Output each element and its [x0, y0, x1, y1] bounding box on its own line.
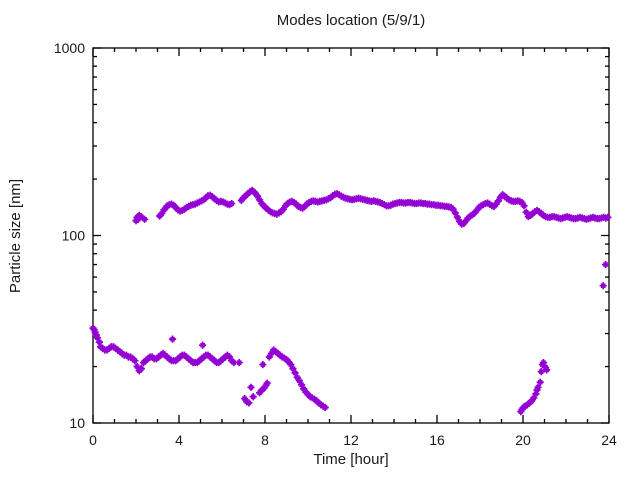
point-marker-core: [519, 200, 525, 205]
point-marker-core: [92, 329, 98, 335]
point-marker-core: [91, 327, 97, 332]
x-tick-label: 0: [89, 432, 97, 448]
point-marker-core: [97, 339, 102, 345]
point-marker-core: [248, 385, 254, 390]
point-marker-core: [93, 332, 99, 338]
point-marker-core: [533, 391, 539, 397]
point-marker-core: [278, 209, 284, 214]
x-tick-label: 8: [261, 432, 269, 448]
point-marker-core: [95, 335, 100, 341]
point-marker-core: [173, 205, 179, 210]
point-marker-core: [170, 336, 175, 342]
point-marker-core: [537, 379, 543, 385]
point-marker-core: [267, 354, 272, 360]
point-marker-core: [603, 262, 608, 267]
point-marker-core: [161, 207, 167, 213]
point-marker-core: [264, 380, 270, 386]
point-marker-core: [301, 386, 306, 392]
point-marker-core: [157, 213, 162, 219]
point-marker-core: [139, 214, 144, 219]
point-marker-core: [455, 215, 460, 220]
data-points: [89, 186, 612, 416]
point-marker-core: [495, 198, 501, 204]
chart-title: Modes location (5/9/1): [276, 12, 426, 29]
x-tick-label: 24: [601, 432, 617, 448]
point-marker-core: [231, 360, 237, 365]
point-marker-core: [260, 362, 266, 367]
x-tick-label: 12: [343, 432, 359, 448]
point-marker-core: [135, 217, 141, 222]
point-marker-core: [529, 398, 534, 404]
point-marker-core: [139, 366, 144, 371]
point-marker-core: [299, 382, 304, 388]
point-marker-core: [239, 198, 244, 203]
point-marker-core: [498, 194, 503, 200]
series-aitken-mode-evening: [517, 358, 551, 416]
point-marker-core: [288, 362, 294, 367]
point-marker-core: [257, 197, 262, 203]
point-marker-core: [523, 209, 529, 215]
point-marker-core: [450, 206, 456, 212]
point-marker-core: [452, 210, 458, 216]
point-marker-core: [457, 219, 462, 224]
point-marker-core: [474, 208, 480, 213]
point-marker-core: [200, 342, 205, 348]
point-marker-core: [493, 201, 499, 207]
plot-border: [92, 47, 610, 424]
point-marker-core: [257, 390, 262, 396]
series-aitken-mode-morning: [89, 324, 329, 412]
point-marker-core: [544, 367, 549, 373]
point-marker-core: [253, 190, 258, 196]
point-marker-core: [132, 358, 138, 363]
point-marker-core: [605, 215, 611, 220]
point-marker-core: [246, 400, 252, 406]
point-marker-core: [297, 378, 302, 384]
point-marker-core: [541, 360, 546, 365]
point-marker-core: [286, 359, 291, 365]
point-marker-core: [543, 365, 548, 370]
x-tick-label: 16: [429, 432, 445, 448]
point-marker-core: [250, 394, 256, 400]
point-marker-core: [521, 203, 527, 209]
tick-labels: 0 4 8 12 16 20 24 10 100 1000: [54, 40, 617, 448]
point-marker-core: [294, 375, 300, 380]
point-marker-core: [242, 396, 247, 401]
axis-ticks: [92, 47, 610, 424]
point-marker-core: [322, 405, 328, 410]
point-marker-core: [134, 364, 140, 369]
x-tick-label: 4: [175, 432, 183, 448]
point-marker-core: [535, 385, 541, 390]
point-marker-core: [236, 360, 242, 365]
point-marker-core: [280, 206, 286, 212]
point-marker-core: [229, 201, 234, 206]
point-marker-core: [534, 387, 540, 393]
point-marker-core: [472, 210, 477, 216]
point-marker-core: [463, 218, 469, 223]
series-isolated-points-late: [599, 260, 610, 290]
point-marker-core: [255, 193, 260, 199]
point-marker-core: [538, 369, 544, 374]
point-marker-core: [142, 217, 147, 222]
point-marker-core: [159, 211, 165, 216]
series-accumulation-mode: [132, 186, 612, 228]
y-axis-title: Particle size [nm]: [7, 178, 24, 294]
point-marker-core: [227, 354, 232, 360]
y-tick-label: 100: [62, 228, 86, 244]
point-marker-core: [461, 221, 467, 226]
x-axis-title: Time [hour]: [313, 451, 389, 468]
point-marker-core: [292, 370, 298, 376]
point-marker-core: [531, 395, 537, 401]
point-marker-core: [261, 386, 267, 391]
y-tick-label: 1000: [54, 40, 85, 56]
y-tick-label: 10: [69, 415, 85, 431]
point-marker-core: [269, 351, 274, 356]
x-tick-label: 20: [515, 432, 531, 448]
point-marker-core: [305, 392, 311, 397]
point-marker-core: [290, 366, 296, 371]
point-marker-core: [600, 283, 606, 288]
